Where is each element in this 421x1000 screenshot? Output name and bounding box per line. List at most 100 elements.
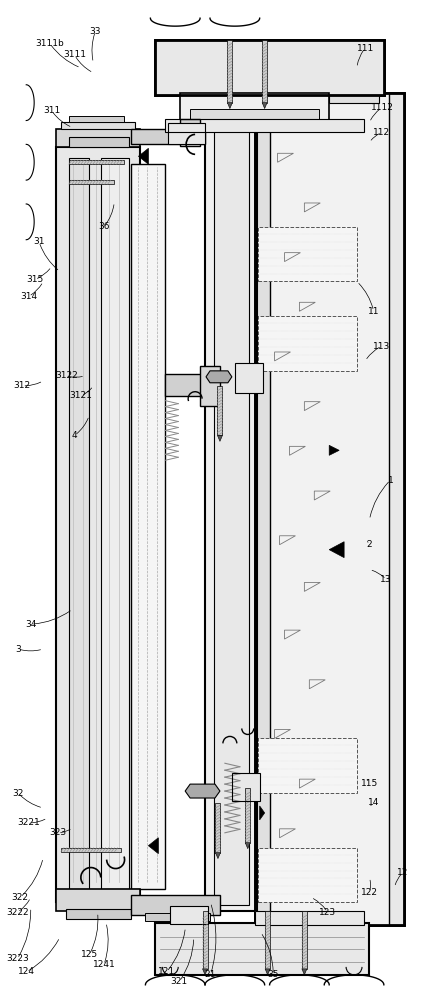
Bar [69, 137, 128, 147]
Text: 3121: 3121 [69, 391, 92, 400]
Text: 13: 13 [381, 575, 392, 584]
Text: 122: 122 [361, 888, 378, 897]
Bar [155, 40, 384, 95]
Polygon shape [262, 103, 267, 109]
Text: 111: 111 [357, 44, 374, 53]
Bar [258, 316, 357, 371]
Bar [329, 95, 379, 103]
Text: 3222: 3222 [6, 908, 29, 917]
Text: 33: 33 [90, 27, 101, 36]
Text: 115: 115 [361, 779, 378, 788]
Bar [255, 93, 404, 925]
Polygon shape [302, 969, 307, 975]
Bar [216, 803, 221, 853]
Text: 125: 125 [81, 950, 98, 959]
Bar [232, 773, 260, 801]
Polygon shape [185, 784, 220, 798]
Bar [255, 911, 364, 925]
Bar [265, 911, 270, 969]
Text: 113: 113 [373, 342, 391, 351]
Polygon shape [206, 371, 232, 383]
Text: 321: 321 [171, 977, 188, 986]
Bar [170, 906, 208, 924]
Bar [56, 129, 141, 147]
Bar [180, 93, 329, 123]
Bar [235, 363, 263, 393]
Text: 315: 315 [26, 275, 43, 284]
Bar [255, 93, 404, 925]
Bar [69, 116, 124, 122]
Bar [180, 119, 200, 146]
Text: 4: 4 [72, 431, 77, 440]
Bar [255, 93, 404, 925]
Bar [131, 129, 205, 144]
Bar [190, 109, 319, 121]
Bar [255, 911, 364, 925]
Text: 3122: 3122 [55, 371, 77, 380]
Bar [168, 123, 205, 144]
Bar [200, 366, 220, 406]
Polygon shape [227, 103, 232, 109]
Bar [61, 122, 136, 129]
Text: 2: 2 [367, 540, 372, 549]
Bar [203, 911, 208, 969]
Bar [165, 119, 364, 132]
Bar [170, 906, 208, 924]
Text: 14: 14 [368, 798, 379, 807]
Bar [389, 93, 404, 925]
Bar [235, 363, 263, 393]
Bar [168, 123, 205, 144]
Polygon shape [218, 435, 222, 441]
Polygon shape [329, 445, 339, 455]
Bar [258, 738, 357, 793]
Text: 21: 21 [205, 970, 216, 979]
Bar [232, 773, 260, 801]
Text: 32: 32 [13, 789, 24, 798]
Text: 314: 314 [20, 292, 37, 301]
Bar [235, 363, 263, 393]
Bar [258, 227, 357, 281]
Bar [56, 889, 141, 911]
Text: 3: 3 [15, 645, 21, 654]
Bar [131, 164, 165, 889]
Bar [214, 101, 249, 905]
Bar [69, 158, 89, 889]
Bar [165, 119, 364, 132]
Text: 3111b: 3111b [35, 39, 64, 48]
Bar [218, 386, 222, 435]
Text: 1241: 1241 [93, 960, 115, 969]
Bar [258, 848, 357, 902]
Bar [205, 97, 257, 911]
Bar [262, 40, 267, 103]
Text: 312: 312 [14, 381, 31, 390]
Polygon shape [139, 148, 149, 164]
Bar [232, 773, 260, 801]
Bar [155, 40, 384, 95]
Bar [155, 923, 369, 975]
Text: 323: 323 [49, 828, 67, 837]
Text: 35: 35 [267, 970, 279, 979]
Bar [155, 40, 384, 95]
Bar [155, 40, 384, 95]
Polygon shape [245, 843, 250, 849]
Text: 1: 1 [387, 476, 393, 485]
Polygon shape [329, 542, 344, 558]
Text: 112: 112 [373, 128, 391, 137]
Text: 3111: 3111 [63, 50, 86, 59]
Text: 3221: 3221 [17, 818, 40, 827]
Text: 12: 12 [397, 868, 408, 877]
Text: 311: 311 [43, 106, 60, 115]
Text: 31: 31 [33, 237, 45, 246]
Bar [168, 123, 205, 144]
Text: 3223: 3223 [6, 954, 29, 963]
Bar [227, 40, 232, 103]
Bar [101, 158, 128, 889]
Bar [170, 906, 208, 924]
Bar [255, 93, 404, 925]
Text: 121: 121 [158, 967, 175, 976]
Text: 1112: 1112 [370, 103, 393, 112]
Bar [69, 160, 124, 164]
Bar [69, 180, 114, 184]
Text: 322: 322 [12, 893, 29, 902]
Polygon shape [203, 969, 208, 975]
